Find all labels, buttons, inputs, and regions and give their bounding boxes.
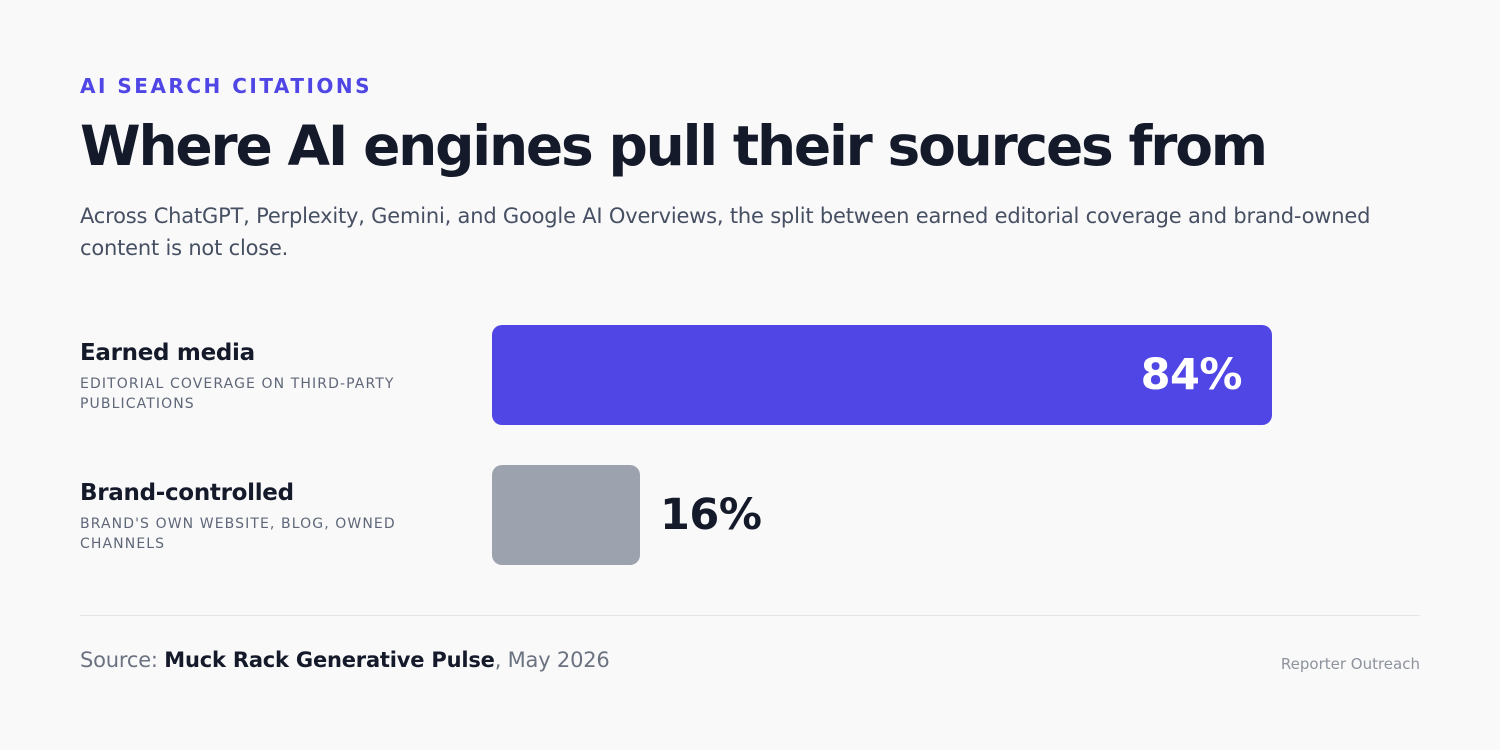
category-name: Brand-controlled [80,480,294,506]
source-name: Muck Rack Generative Pulse [164,648,495,672]
bar-value-label: 16% [660,490,762,540]
category-description: Brand's own website, blog, owned channel… [80,516,396,552]
source-credit: Source: Muck Rack Generative Pulse, May … [80,648,610,672]
bar-brand-controlled [492,465,640,565]
source-prefix: Source: [80,648,165,672]
chart-subtitle: Across ChatGPT, Perplexity, Gemini, and … [80,204,1371,260]
row-label-brand: Brand-controlled Brand's own website, bl… [80,478,460,554]
row-label-earned: Earned media Editorial coverage on third… [80,338,460,414]
bar-value-label: 84% [1140,350,1243,400]
brand-credit: Reporter Outreach [1280,655,1420,673]
category-name: Earned media [80,340,255,366]
footer-divider [80,615,1420,616]
source-date: , May 2026 [494,648,610,672]
category-description: Editorial coverage on third-party public… [80,376,395,412]
eyebrow-label: AI SEARCH CITATIONS [80,74,373,98]
bar-earned-media: 84% [492,325,1272,425]
chart-title: Where AI engines pull their sources from [80,114,1268,178]
